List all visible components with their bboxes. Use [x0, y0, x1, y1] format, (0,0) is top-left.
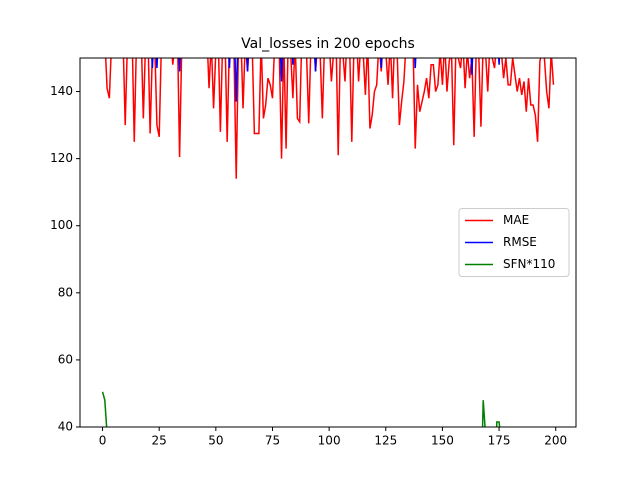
y-tick-label: 40 [58, 420, 73, 434]
x-tick-label: 100 [318, 434, 341, 448]
axes-frame [79, 57, 577, 428]
x-tick-label: 75 [265, 434, 280, 448]
x-tick-label: 125 [374, 434, 397, 448]
x-tick-label: 150 [431, 434, 454, 448]
chart-title: Val_losses in 200 epochs [241, 36, 415, 52]
x-tick-label: 50 [208, 434, 223, 448]
legend-label: MAE [503, 213, 529, 227]
y-tick-label: 80 [58, 285, 73, 299]
x-tick-label: 0 [99, 434, 107, 448]
y-tick-label: 120 [50, 151, 73, 165]
y-tick-label: 60 [58, 352, 73, 366]
legend-label: RMSE [503, 235, 537, 249]
legend-box [458, 208, 570, 277]
x-tick-label: 25 [152, 434, 167, 448]
legend-label: SFN*110 [503, 257, 555, 271]
y-tick-label: 140 [50, 84, 73, 98]
x-tick-label: 175 [488, 434, 511, 448]
y-tick-label: 100 [50, 218, 73, 232]
x-tick-label: 200 [544, 434, 567, 448]
